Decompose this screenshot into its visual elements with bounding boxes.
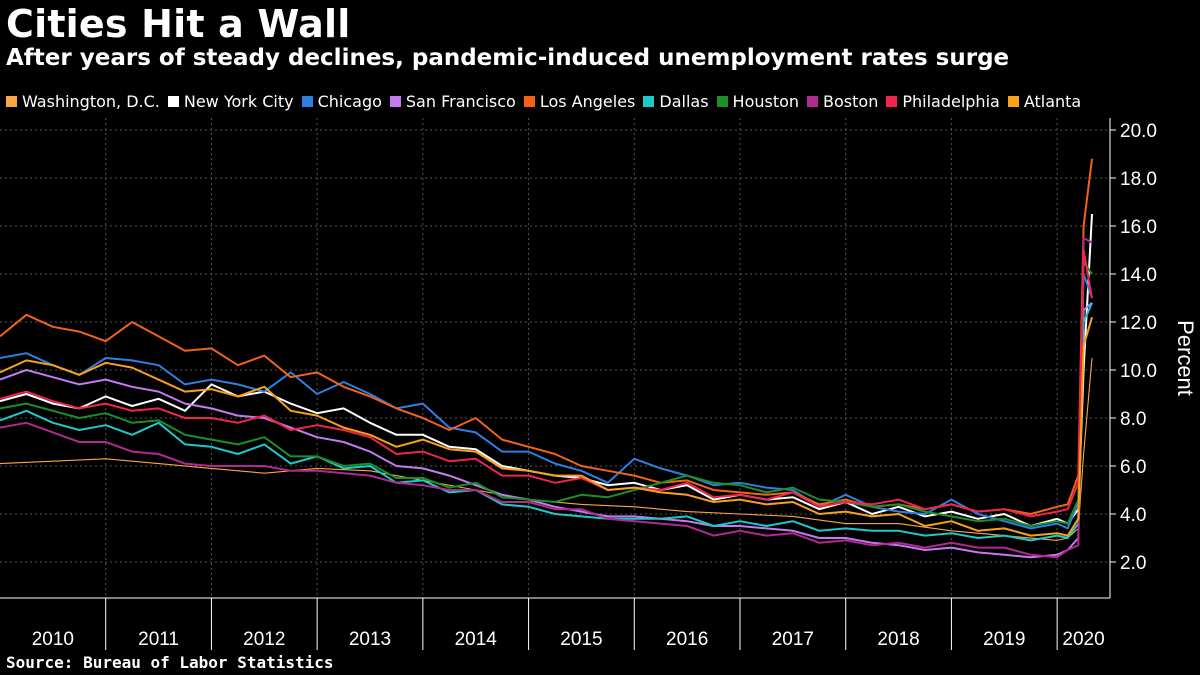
legend-item: Philadelphia (886, 91, 1000, 111)
x-tick-label: 2019 (983, 629, 1025, 650)
x-tick-label: 2018 (877, 629, 919, 650)
series-line-philadelphia (0, 249, 1093, 518)
y-tick-label: 6.0 (1120, 457, 1146, 478)
legend-swatch (301, 95, 313, 107)
legend-label: Philadelphia (902, 91, 1000, 111)
legend-swatch (167, 95, 179, 107)
legend-item: San Francisco (389, 91, 516, 111)
legend-label: San Francisco (405, 91, 516, 111)
y-tick-label: 8.0 (1120, 409, 1146, 430)
legend-item: Boston (807, 92, 878, 111)
legend-swatch (643, 95, 655, 107)
tick-labels: 2.0 4.0 6.0 8.0 10.0 12.0 14.0 16.0 18.0 20.0 2010… (32, 121, 1198, 650)
legend-label: New York City (183, 91, 294, 111)
y-tick-label: 2.0 (1120, 553, 1146, 574)
series-line-boston (0, 237, 1093, 559)
x-tick-label: 2011 (138, 629, 179, 650)
legend-item: Washington, D.C. (6, 92, 160, 111)
legend-item: Houston (716, 91, 800, 111)
series-line-atlanta (0, 316, 1093, 537)
legend-label: Chicago (317, 91, 382, 111)
series-line-san-francisco (0, 302, 1093, 559)
legend-item: Atlanta (1007, 91, 1082, 111)
y-tick-label: 12.0 (1120, 313, 1157, 334)
y-tick-label: 16.0 (1120, 217, 1157, 238)
legend-label: Atlanta (1023, 91, 1082, 111)
legend-label: Los Angeles (539, 91, 636, 111)
source-note: Source: Bureau of Labor Statistics (6, 653, 334, 672)
legend-swatch (6, 95, 17, 107)
series-line-washington-d-c (0, 357, 1093, 541)
x-tick-label: 2016 (666, 629, 708, 650)
grid-lines (0, 118, 1110, 598)
legend-item: Dallas (643, 91, 709, 111)
chart-subtitle: After years of steady declines, pandemic… (6, 45, 1010, 71)
axes (0, 118, 1116, 650)
x-tick-label: 2010 (32, 629, 74, 650)
chart-legend: Washington, D.C. New York City Chicago San … (6, 90, 1089, 112)
legend-swatch (716, 95, 728, 107)
legend-label: Dallas (659, 91, 709, 111)
legend-swatch (807, 95, 819, 107)
legend-item: Chicago (301, 91, 382, 111)
series-line-los-angeles (0, 158, 1093, 515)
chart-title: Cities Hit a Wall (6, 2, 351, 46)
y-tick-label: 20.0 (1120, 121, 1157, 142)
legend-item: New York City (167, 91, 294, 111)
y-tick-label: 4.0 (1120, 505, 1146, 526)
x-tick-label: 2012 (243, 629, 285, 650)
legend-label: Washington, D.C. (22, 91, 160, 111)
y-tick-label: 10.0 (1120, 361, 1157, 382)
x-tick-label: 2014 (455, 629, 498, 650)
x-tick-label: 2015 (560, 629, 602, 650)
legend-label: Houston (732, 91, 800, 111)
legend-item: Los Angeles (523, 91, 636, 111)
y-tick-label: 14.0 (1120, 265, 1157, 286)
series-line-houston (0, 261, 1093, 527)
series-line-dallas (0, 302, 1093, 542)
x-tick-label: 2013 (349, 629, 391, 650)
legend-swatch (886, 95, 898, 107)
series-lines (0, 158, 1093, 559)
legend-swatch (523, 95, 535, 107)
legend-swatch (1007, 95, 1019, 107)
x-tick-label: 2017 (772, 629, 814, 650)
y-axis-label: Percent (1173, 320, 1198, 396)
y-tick-label: 18.0 (1120, 169, 1157, 190)
legend-label: Boston (823, 91, 879, 111)
legend-swatch (389, 95, 401, 107)
x-tick-label: 2020 (1062, 629, 1104, 650)
